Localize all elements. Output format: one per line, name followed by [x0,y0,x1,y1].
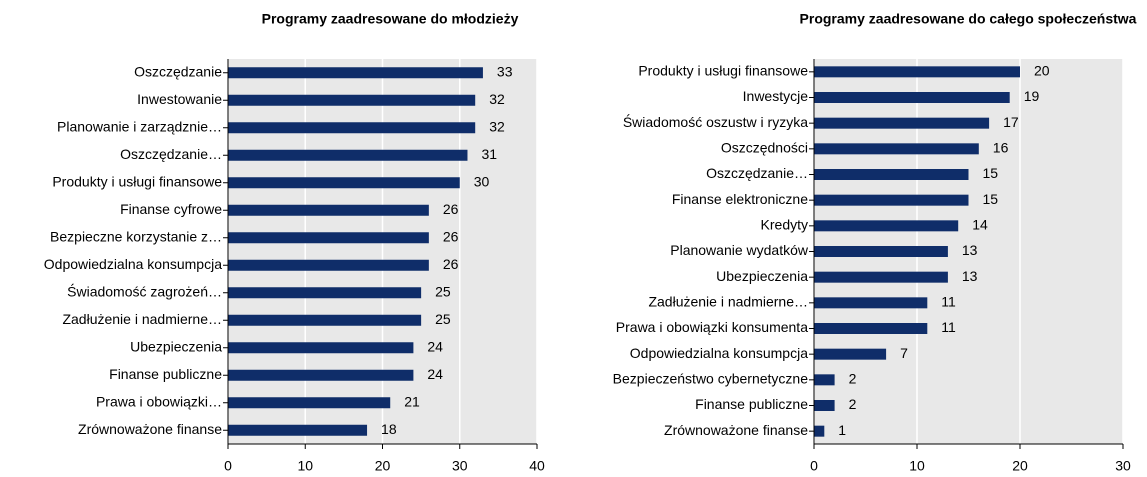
x-tick-label: 30 [1115,458,1131,474]
bar [814,374,835,386]
bar [228,259,429,271]
y-tick-label: Planowanie i zarządznie… [57,118,222,134]
bar [814,117,990,129]
y-tick-label: Produkty i usługi finansowe [52,173,222,189]
bar [814,425,825,437]
data-label: 11 [941,319,956,335]
y-tick-label: Odpowiedzialna konsumpcja [44,256,222,272]
bar [814,348,887,360]
y-tick-label: Zadłużenie i nadmierne… [62,311,222,327]
y-tick-label: Oszczędzanie… [706,165,808,181]
y-tick-label: Bezpieczeństwo cybernetyczne [613,371,809,387]
data-label: 1 [838,422,846,438]
data-label: 2 [849,371,857,387]
y-tick-label: Finanse elektroniczne [672,191,808,207]
data-label: 14 [972,217,988,233]
data-label: 7 [900,345,908,361]
y-tick-label: Produkty i usługi finansowe [638,63,808,79]
x-tick-label: 10 [909,458,925,474]
y-tick-label: Prawa i obowiązki konsumenta [616,319,808,335]
bar [228,314,422,326]
chart-title: Programy zaadresowane do całego społecze… [800,11,1137,27]
bar [814,323,928,334]
data-label: 33 [497,63,513,79]
data-label: 25 [435,283,451,299]
bar [814,400,835,411]
bar [228,287,422,299]
data-label: 18 [381,421,397,437]
x-tick-label: 10 [297,458,313,474]
data-label: 32 [489,118,505,134]
bar [814,297,928,309]
y-tick-label: Prawa i obowiązki… [96,393,222,409]
data-label: 17 [1003,114,1019,130]
bar [814,194,969,206]
y-tick-label: Finanse publiczne [109,366,222,382]
x-tick-label: 0 [810,458,818,474]
bar [814,220,959,232]
data-label: 24 [427,366,443,382]
y-tick-label: Planowanie wydatków [670,242,809,258]
data-label: 31 [481,146,497,162]
data-label: 19 [1024,88,1040,104]
y-tick-label: Inwestowanie [137,91,222,107]
y-tick-label: Zrównoważone finanse [664,422,808,438]
data-label: 11 [941,294,956,310]
y-tick-label: Inwestycje [743,88,809,104]
bar [228,342,414,354]
data-label: 15 [983,191,999,207]
data-label: 20 [1034,63,1050,79]
y-tick-label: Finanse publiczne [695,396,808,412]
data-label: 21 [404,393,420,409]
x-tick-label: 20 [375,458,391,474]
x-tick-label: 20 [1012,458,1028,474]
y-tick-label: Ubezpieczenia [716,268,808,284]
x-tick-label: 0 [224,458,232,474]
y-tick-label: Oszczędności [721,140,808,156]
bar [228,397,391,409]
y-tick-label: Ubezpieczenia [130,338,222,354]
bar [228,369,414,381]
x-tick-label: 30 [452,458,468,474]
y-tick-label: Świadomość zagrożeń… [67,282,222,299]
data-label: 26 [443,228,459,244]
bar [814,169,969,180]
bar [228,94,476,106]
bar [228,232,429,244]
y-tick-label: Finanse cyfrowe [120,201,222,217]
bar [814,92,1010,103]
bar [228,204,429,216]
data-label: 32 [489,91,505,107]
y-tick-label: Oszczędzanie… [120,146,222,162]
data-label: 2 [849,396,857,412]
data-label: 30 [474,173,490,189]
data-label: 13 [962,268,978,284]
y-tick-label: Kredyty [761,217,808,233]
data-label: 13 [962,242,978,258]
data-label: 26 [443,256,459,272]
bar [814,66,1020,78]
y-tick-label: Odpowiedzialna konsumpcja [630,345,808,361]
bar [228,424,368,436]
data-label: 25 [435,311,451,327]
bar [228,122,476,134]
y-tick-label: Oszczędzanie [134,63,222,79]
data-label: 15 [983,165,999,181]
y-tick-label: Zrównoważone finanse [78,421,222,437]
bar [814,246,948,257]
bar [228,177,460,189]
bar [228,149,468,161]
data-label: 26 [443,201,459,217]
data-label: 24 [427,338,443,354]
bar [814,143,979,155]
y-tick-label: Bezpieczne korzystanie z… [50,228,222,244]
chart-title: Programy zaadresowane do młodzieży [262,11,519,27]
data-label: 16 [993,140,1009,156]
y-tick-label: Świadomość oszustw i ryzyka [623,113,808,130]
x-tick-label: 40 [529,458,545,474]
bar [228,67,483,79]
bar [814,271,948,283]
y-tick-label: Zadłużenie i nadmierne… [648,294,808,310]
